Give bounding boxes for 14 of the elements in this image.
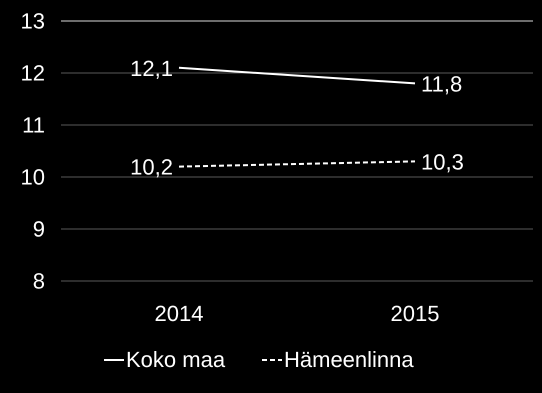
data-label: 10,3 [421,149,464,174]
data-label: 12,1 [130,56,173,81]
legend-label: Hämeenlinna [284,347,414,372]
y-tick-label: 13 [20,8,45,34]
y-tick-label: 10 [20,164,45,190]
y-tick-label: 11 [22,112,45,138]
legend-label: Koko maa [126,347,226,372]
data-label: 10,2 [130,154,173,180]
y-tick-label: 12 [20,60,45,86]
y-tick-label: 9 [32,216,45,242]
data-label: 11,8 [421,71,462,96]
x-tick-label: 2015 [390,301,440,326]
x-tick-label: 2014 [154,301,204,326]
y-tick-label: 8 [32,268,45,294]
